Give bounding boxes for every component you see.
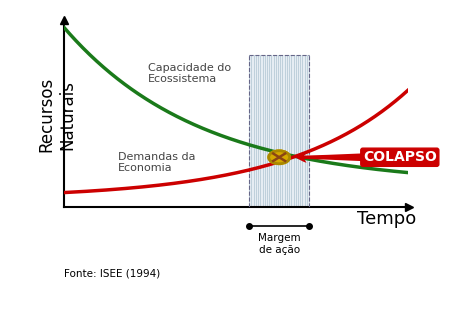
Text: Margem
de ação: Margem de ação — [258, 233, 300, 255]
Y-axis label: Recursos
Naturais: Recursos Naturais — [37, 77, 76, 152]
Text: COLAPSO: COLAPSO — [363, 150, 437, 164]
Bar — [249, 55, 309, 207]
Text: Fonte: ISEE (1994): Fonte: ISEE (1994) — [64, 269, 160, 279]
Text: Capacidade do
Ecossistema: Capacidade do Ecossistema — [147, 62, 231, 84]
Circle shape — [269, 151, 290, 164]
Text: Tempo: Tempo — [358, 209, 417, 227]
Text: Demandas da
Economia: Demandas da Economia — [118, 152, 195, 173]
